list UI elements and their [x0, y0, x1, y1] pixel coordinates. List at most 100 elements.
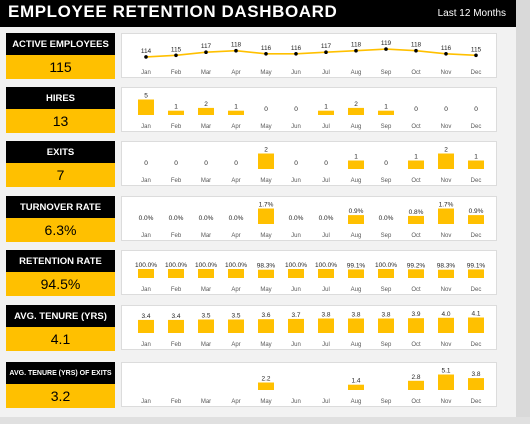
- bar-may: [258, 269, 274, 278]
- bar-oct: [408, 269, 424, 278]
- kpi-label-retention-rate: RETENTION RATE: [6, 250, 115, 272]
- data-label-apr: 3.5: [231, 313, 240, 320]
- data-label-may: 2.2: [261, 376, 270, 383]
- window-edge: [516, 0, 530, 424]
- x-tick-feb: Feb: [171, 70, 182, 76]
- data-label-mar: 100.0%: [195, 262, 217, 269]
- x-tick-oct: Oct: [411, 342, 421, 348]
- x-tick-mar: Mar: [201, 70, 211, 76]
- data-label-jan: 100.0%: [135, 262, 157, 269]
- data-label-dec: 4.1: [471, 311, 480, 318]
- data-label-jul: 0.0%: [319, 215, 334, 222]
- data-label-sep: 3.8: [381, 312, 390, 319]
- bar-chart-avg-tenure: Jan Feb Mar Apr May Jun Jul Aug Sep Oct Nov Dec 3.4 3…: [138, 311, 484, 348]
- bar-aug: [348, 269, 364, 278]
- bar-aug: [348, 107, 364, 115]
- kpi-value-exits: 7: [6, 163, 115, 187]
- data-label-jun: 116: [291, 45, 302, 52]
- x-tick-nov: Nov: [441, 178, 452, 184]
- data-label-dec: 0: [474, 106, 478, 113]
- data-label-may: 98.3%: [257, 263, 276, 270]
- data-label-oct: 118: [411, 42, 422, 49]
- x-tick-apr: Apr: [231, 399, 240, 405]
- x-tick-mar: Mar: [201, 342, 211, 348]
- bar-jul: [318, 269, 334, 278]
- data-label-sep: 100.0%: [375, 262, 397, 269]
- x-tick-jun: Jun: [291, 233, 301, 239]
- x-tick-apr: Apr: [231, 70, 240, 76]
- data-label-aug: 2: [354, 101, 358, 108]
- x-tick-oct: Oct: [411, 233, 421, 239]
- kpi-label-avg-tenure-exits: AVG. TENURE (YRS) OF EXITS: [6, 362, 115, 384]
- data-label-apr: 100.0%: [225, 262, 247, 269]
- kpi-value-active-employees: 115: [6, 55, 115, 79]
- data-label-aug: 3.8: [351, 312, 360, 319]
- kpi-label-turnover-rate: TURNOVER RATE: [6, 196, 115, 218]
- data-label-aug: 0.9%: [349, 208, 364, 215]
- bar-jan: [138, 269, 154, 278]
- x-tick-jun: Jun: [291, 342, 301, 348]
- x-tick-jul: Jul: [322, 399, 330, 405]
- bar-may: [258, 208, 274, 224]
- x-tick-jan: Jan: [141, 399, 151, 405]
- x-tick-feb: Feb: [171, 342, 182, 348]
- x-tick-may: May: [260, 399, 271, 405]
- x-tick-nov: Nov: [441, 70, 452, 76]
- data-label-oct: 3.9: [411, 311, 420, 318]
- x-tick-nov: Nov: [441, 233, 452, 239]
- bar-oct: [408, 215, 424, 224]
- x-tick-jan: Jan: [141, 178, 151, 184]
- data-label-mar: 2: [204, 101, 208, 108]
- x-tick-oct: Oct: [411, 124, 421, 130]
- data-label-feb: 100.0%: [165, 262, 187, 269]
- bar-mar: [198, 319, 214, 333]
- x-tick-feb: Feb: [171, 287, 182, 293]
- data-label-apr: 0.0%: [229, 215, 244, 222]
- x-tick-aug: Aug: [351, 178, 362, 184]
- data-point-nov: [444, 52, 448, 56]
- x-tick-dec: Dec: [471, 399, 482, 405]
- bar-may: [258, 153, 274, 169]
- x-tick-aug: Aug: [351, 233, 362, 239]
- x-tick-jun: Jun: [291, 124, 301, 130]
- x-tick-feb: Feb: [171, 233, 182, 239]
- data-label-jul: 1: [324, 104, 328, 111]
- x-tick-apr: Apr: [231, 178, 240, 184]
- data-label-jun: 0: [294, 106, 298, 113]
- data-label-dec: 3.8: [471, 371, 480, 378]
- x-tick-feb: Feb: [171, 399, 182, 405]
- line-chart-active-employees: Jan Feb Mar Apr May Jun Jul Aug Sep Oct Nov Dec 114 1…: [141, 40, 482, 76]
- x-tick-nov: Nov: [441, 342, 452, 348]
- bar-sep: [378, 110, 394, 115]
- data-label-jan: 0: [144, 160, 148, 167]
- data-label-jan: 0.0%: [139, 215, 154, 222]
- x-tick-jul: Jul: [322, 70, 330, 76]
- bar-mar: [198, 107, 214, 115]
- bar-may: [258, 319, 274, 333]
- data-label-oct: 0: [414, 106, 418, 113]
- bar-chart-turnover-rate: Jan Feb Mar Apr May Jun Jul Aug Sep Oct Nov Dec 0.0%…: [139, 202, 484, 239]
- chart-panel-exits: Jan Feb Mar Apr May Jun Jul Aug Sep Oct Nov Dec 0 0 0 0…: [121, 141, 497, 186]
- data-label-aug: 1: [354, 154, 358, 161]
- data-label-sep: 0.0%: [379, 215, 394, 222]
- x-tick-dec: Dec: [471, 287, 482, 293]
- data-label-dec: 0.9%: [469, 208, 484, 215]
- x-tick-apr: Apr: [231, 233, 240, 239]
- x-tick-dec: Dec: [471, 233, 482, 239]
- x-tick-aug: Aug: [351, 287, 362, 293]
- data-label-feb: 0: [174, 160, 178, 167]
- data-label-nov: 5.1: [441, 368, 450, 375]
- data-label-apr: 1: [234, 104, 238, 111]
- data-label-jun: 0.0%: [289, 215, 304, 222]
- bar-apr: [228, 269, 244, 278]
- bar-dec: [468, 269, 484, 278]
- x-tick-jan: Jan: [141, 70, 151, 76]
- bar-jun: [288, 318, 304, 333]
- x-tick-may: May: [260, 342, 271, 348]
- x-tick-sep: Sep: [381, 342, 392, 348]
- data-label-oct: 99.2%: [407, 262, 426, 269]
- bar-nov: [438, 374, 454, 390]
- bar-chart-exits: Jan Feb Mar Apr May Jun Jul Aug Sep Oct Nov Dec 0 0 0 0…: [141, 147, 484, 184]
- bar-oct: [408, 380, 424, 390]
- bar-apr: [228, 110, 244, 115]
